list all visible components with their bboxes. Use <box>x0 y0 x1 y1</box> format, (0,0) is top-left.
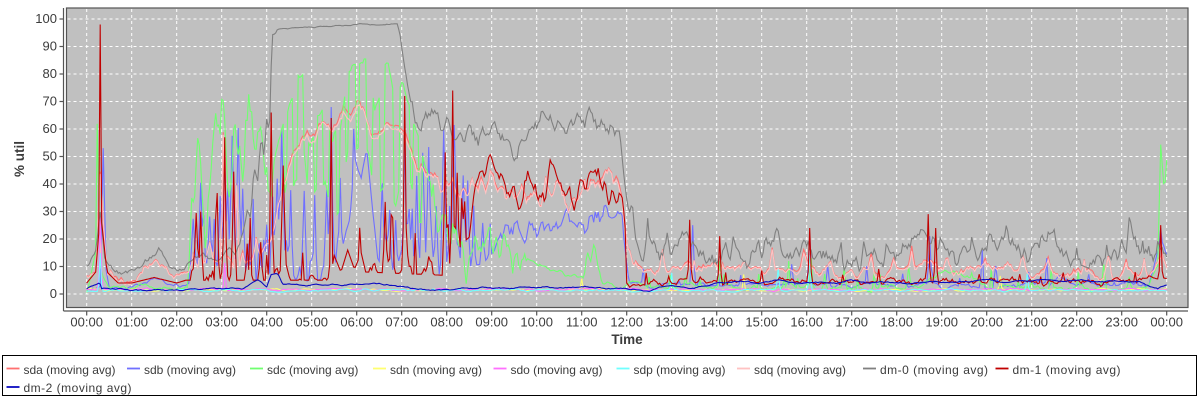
svg-text:10:00: 10:00 <box>520 315 553 330</box>
svg-text:70: 70 <box>43 94 57 109</box>
svg-text:22:00: 22:00 <box>1060 315 1093 330</box>
svg-text:sdo (moving avg): sdo (moving avg) <box>511 363 603 377</box>
svg-text:20:00: 20:00 <box>970 315 1003 330</box>
svg-text:12:00: 12:00 <box>610 315 643 330</box>
svg-text:40: 40 <box>43 176 57 191</box>
svg-text:90: 90 <box>43 39 57 54</box>
svg-text:11:00: 11:00 <box>566 315 598 330</box>
svg-text:dm-1 (moving avg): dm-1 (moving avg) <box>1013 363 1122 377</box>
svg-text:00:00: 00:00 <box>1150 315 1183 330</box>
svg-text:15:00: 15:00 <box>745 315 778 330</box>
svg-text:0: 0 <box>50 286 57 301</box>
svg-text:05:00: 05:00 <box>295 315 328 330</box>
svg-text:02:00: 02:00 <box>160 315 193 330</box>
svg-text:sdq (moving avg): sdq (moving avg) <box>754 363 846 377</box>
svg-text:19:00: 19:00 <box>925 315 958 330</box>
svg-text:06:00: 06:00 <box>340 315 373 330</box>
svg-text:00:00: 00:00 <box>70 315 103 330</box>
svg-text:sdn (moving avg): sdn (moving avg) <box>390 363 482 377</box>
svg-text:dm-0 (moving avg): dm-0 (moving avg) <box>880 363 989 377</box>
svg-text:100: 100 <box>35 11 57 26</box>
svg-text:Time: Time <box>611 332 643 347</box>
svg-text:20: 20 <box>43 231 57 246</box>
svg-text:80: 80 <box>43 66 57 81</box>
svg-text:18:00: 18:00 <box>880 315 913 330</box>
svg-text:dm-2 (moving avg): dm-2 (moving avg) <box>24 381 133 395</box>
svg-text:50: 50 <box>43 149 57 164</box>
svg-text:sdc (moving avg): sdc (moving avg) <box>267 363 358 377</box>
svg-text:04:00: 04:00 <box>250 315 283 330</box>
svg-text:17:00: 17:00 <box>835 315 868 330</box>
svg-text:16:00: 16:00 <box>790 315 823 330</box>
svg-text:sda (moving avg): sda (moving avg) <box>24 363 116 377</box>
svg-text:30: 30 <box>43 204 57 219</box>
svg-text:21:00: 21:00 <box>1015 315 1048 330</box>
svg-text:01:00: 01:00 <box>115 315 148 330</box>
svg-text:08:00: 08:00 <box>430 315 463 330</box>
svg-text:07:00: 07:00 <box>385 315 418 330</box>
svg-text:sdb (moving avg): sdb (moving avg) <box>144 363 236 377</box>
svg-text:sdp (moving avg): sdp (moving avg) <box>634 363 726 377</box>
svg-text:23:00: 23:00 <box>1105 315 1138 330</box>
svg-text:13:00: 13:00 <box>655 315 688 330</box>
svg-text:03:00: 03:00 <box>205 315 238 330</box>
svg-text:10: 10 <box>43 259 57 274</box>
svg-text:60: 60 <box>43 121 57 136</box>
svg-text:% util: % util <box>12 141 27 177</box>
svg-text:14:00: 14:00 <box>700 315 733 330</box>
svg-text:09:00: 09:00 <box>475 315 508 330</box>
